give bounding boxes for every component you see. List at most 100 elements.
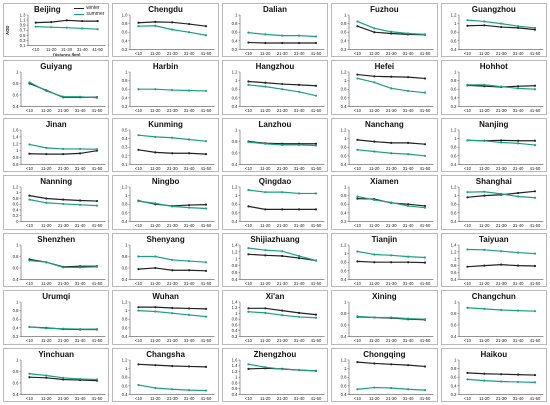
data-point-summer [297, 143, 300, 146]
x-tick-label: 41-50 [310, 108, 321, 113]
x-tick-label: <10 [463, 395, 471, 400]
x-tick-label: 11-20 [369, 51, 380, 56]
y-tick-label: 1 [16, 357, 19, 362]
x-tick-label: 11-20 [41, 281, 52, 286]
data-point-summer [280, 314, 284, 317]
data-point-winter [205, 152, 208, 156]
data-point-summer [516, 87, 519, 90]
y-tick-label: 0.2 [122, 47, 128, 52]
x-tick-label: 31-40 [75, 395, 86, 400]
y-tick-label: 1.0 [122, 13, 128, 18]
x-tick-label: 11-20 [479, 223, 490, 228]
y-tick-label: 0.6 [450, 87, 456, 92]
x-tick-label: <10 [463, 166, 471, 171]
data-point-summer [533, 26, 536, 30]
data-point-summer [314, 35, 317, 38]
data-point-summer [65, 26, 68, 29]
data-point-summer [424, 388, 427, 391]
data-point-summer [264, 33, 267, 36]
y-tick-label: 1.4 [231, 363, 237, 368]
y-tick-label: 0.4 [450, 162, 456, 167]
x-tick-label: 41-50 [420, 223, 431, 228]
y-tick-label: 0.8 [122, 21, 128, 26]
data-point-summer [373, 386, 376, 389]
series-line-summer [357, 78, 426, 94]
x-tick-label: 31-40 [403, 223, 414, 228]
y-tick-label: 0.6 [341, 153, 347, 158]
axis-lines [348, 187, 434, 223]
axis-lines [20, 129, 106, 165]
y-tick-label: 0.4 [231, 219, 237, 224]
data-point-winter [356, 25, 359, 28]
x-tick-label: <10 [245, 108, 253, 113]
x-tick-label: <10 [354, 223, 362, 228]
panel-plot: 0.4 0.6 0.8 1 <10 11-20 21-30 31-40 41-50 [450, 300, 543, 343]
y-tick-label: 0.7 [20, 28, 26, 33]
panel-plot: 0.4 0.6 0.8 1 <10 11-20 21-30 31-40 41-50 [13, 357, 106, 400]
x-tick-label: 41-50 [201, 108, 212, 113]
x-tick-label: 41-50 [92, 223, 103, 228]
chart-panel: Shijiazhuang 0.4 0.6 0.8 1 1.2 1.4 <10 11-20 21-3… [221, 232, 329, 288]
data-point-summer [45, 327, 48, 330]
data-point-summer [373, 199, 376, 202]
y-tick-label: 0.4 [450, 334, 456, 339]
data-point-summer [171, 89, 174, 92]
x-tick-label: <10 [135, 338, 143, 343]
panel-title: Qingdao [258, 177, 292, 187]
y-tick-label: 0.6 [13, 317, 19, 322]
data-point-summer [137, 133, 140, 137]
y-tick-label: 1 [344, 79, 347, 84]
panel-plot: 0.2 0.4 0.6 0.8 1 <10 11-20 21-30 31-40 41-50 [450, 70, 543, 113]
data-point-winter [533, 28, 536, 31]
data-point-winter [407, 363, 410, 366]
chart-panel: Hohhot 0.2 0.4 0.6 0.8 1 <10 11-20 21-30 31-40 41-… [440, 60, 547, 115]
data-point-winter [482, 194, 486, 197]
panel-title: Zhengzhou [253, 349, 297, 359]
data-point-summer [81, 27, 84, 30]
data-point-winter [482, 372, 486, 375]
data-point-summer [28, 143, 31, 146]
x-tick-label: 11-20 [41, 223, 52, 228]
y-tick-label: 0.6 [231, 323, 237, 328]
data-point-winter [356, 197, 359, 201]
legend: winter summer [74, 5, 104, 17]
x-tick-label: 11-20 [479, 108, 490, 113]
y-tick-label: 0.8 [122, 254, 128, 259]
data-point-summer [314, 94, 317, 98]
panel-plot: 0.10.30.50.70.91.11.3 <10 11-20 21-30 31-40 4… [5, 13, 106, 56]
y-tick-label: 1.2 [341, 127, 347, 132]
x-tick-label: <10 [354, 395, 362, 400]
x-tick-label: 21-30 [277, 281, 288, 286]
data-point-summer [356, 250, 359, 253]
chart-panel: Hefei 0.4 0.6 0.8 1 1.2 <10 11-20 21-30 31-40 41-5… [331, 60, 438, 115]
x-tick-label: 41-50 [310, 338, 321, 343]
data-point-summer [62, 147, 65, 150]
y-tick-label: 0.8 [341, 87, 347, 92]
x-tick-label: 41-50 [529, 108, 540, 113]
chart-panel: Changsha 0.4 0.6 0.8 1 1.2 <10 11-20 21-30 31-40 4… [112, 347, 219, 402]
data-point-summer [390, 386, 393, 389]
y-tick-label: 1 [454, 256, 457, 261]
panel-title: Shenzhen [37, 234, 76, 244]
data-point-winter [171, 307, 174, 310]
y-tick-label: 1.2 [450, 185, 456, 190]
y-tick-label: 0.6 [341, 30, 347, 35]
data-point-summer [465, 248, 469, 251]
y-tick-label: 0.4 [13, 325, 19, 330]
data-point-summer [264, 311, 267, 315]
data-point-summer [205, 315, 208, 318]
x-tick-label: 41-50 [201, 223, 212, 228]
data-point-winter [171, 268, 174, 272]
data-point-summer [95, 97, 99, 100]
y-tick-label: 0.4 [122, 391, 128, 396]
data-point-summer [28, 372, 31, 375]
y-tick-label: 0.8 [122, 202, 128, 207]
x-tick-label: 31-40 [294, 51, 305, 56]
data-point-winter [247, 205, 250, 208]
x-tick-label: 41-50 [420, 281, 431, 286]
axis-lines [130, 15, 215, 50]
y-tick-label: 1 [235, 311, 238, 316]
y-tick-label: 1 [454, 70, 457, 75]
x-tick-label: 21-30 [277, 166, 288, 171]
data-point-summer [137, 200, 140, 203]
